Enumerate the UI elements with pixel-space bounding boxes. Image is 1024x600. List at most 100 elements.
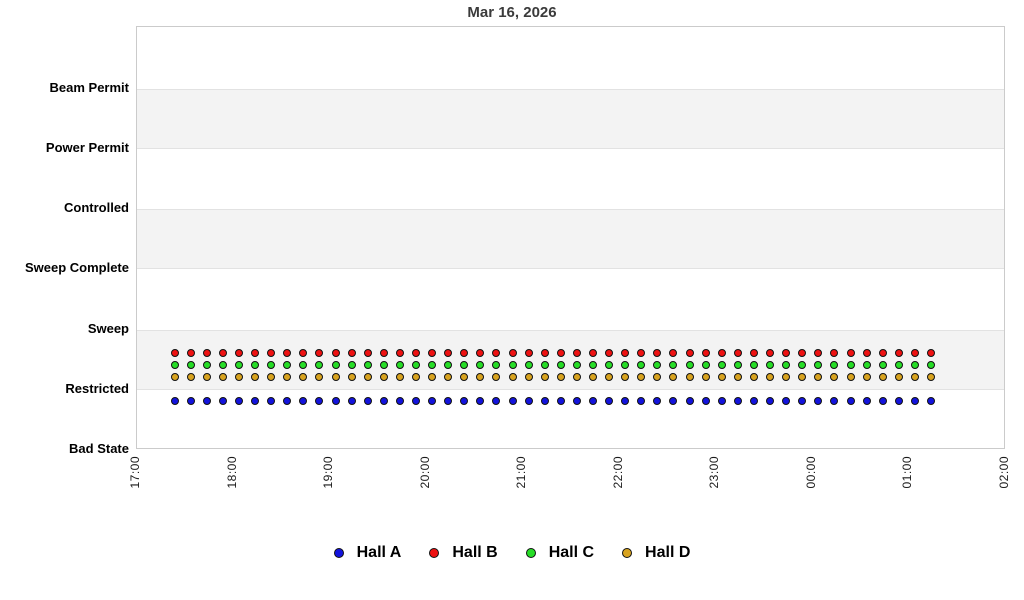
hall-d-data-point [733,372,742,381]
hall-b-data-point [251,348,260,357]
y-label-controlled: Controlled [64,200,129,216]
x-tick-02-00: 02:00 [997,456,1011,489]
hall-c-data-point [331,360,340,369]
hall-a-data-point [637,396,646,405]
hall-b-data-point [830,348,839,357]
hall-a-data-point [910,396,919,405]
hall-c-data-point [234,360,243,369]
hall-a-data-point [186,396,195,405]
legend-label-hall-d: Hall D [645,544,691,561]
legend: Hall A Hall B Hall C Hall D [0,544,1024,562]
hall-a-data-point [492,396,501,405]
hall-c-data-point [347,360,356,369]
hall-d-data-point [283,372,292,381]
hall-d-data-point [846,372,855,381]
hall-a-data-point [315,396,324,405]
hall-b-data-point [749,348,758,357]
shaded-band [137,329,1004,390]
x-tick-01-00: 01:00 [900,456,915,489]
hall-d-data-point [395,372,404,381]
shaded-band [137,209,1004,270]
hall-b-data-point [267,348,276,357]
hall-d-data-point [492,372,501,381]
hall-d-data-point [669,372,678,381]
hall-a-data-point [540,396,549,405]
hall-d-data-point [186,372,195,381]
hall-c-data-point [733,360,742,369]
hall-b-data-point [862,348,871,357]
hall-a-data-point [508,396,517,405]
hall-b-data-point [508,348,517,357]
hall-b-data-point [331,348,340,357]
hall-a-data-point [701,396,710,405]
hall-b-data-point [846,348,855,357]
hall-d-data-point [315,372,324,381]
hall-a-data-point [589,396,598,405]
hall-b-data-point [621,348,630,357]
chart-title: Mar 16, 2026 [467,4,557,21]
hall-a-data-point [685,396,694,405]
hall-b-data-point [926,348,935,357]
hall-c-marker-icon [525,548,536,558]
hall-a-data-point [476,396,485,405]
y-label-sweep-complete: Sweep Complete [24,260,129,276]
legend-item-hall-a: Hall A [333,544,401,562]
hall-b-data-point [556,348,565,357]
hall-d-data-point [637,372,646,381]
hall-d-data-point [926,372,935,381]
hall-b-data-point [299,348,308,357]
hall-b-data-point [733,348,742,357]
hall-b-data-point [460,348,469,357]
hall-a-data-point [605,396,614,405]
hall-a-data-point [299,396,308,405]
hall-c-data-point [363,360,372,369]
hall-a-data-point [572,396,581,405]
hall-d-data-point [830,372,839,381]
hall-d-data-point [540,372,549,381]
hall-d-data-point [218,372,227,381]
hall-a-data-point [428,396,437,405]
hall-b-data-point [605,348,614,357]
hall-b-data-point [202,348,211,357]
hall-d-data-point [363,372,372,381]
hall-a-data-point [830,396,839,405]
hall-b-data-point [234,348,243,357]
hall-a-data-point [894,396,903,405]
hall-d-data-point [910,372,919,381]
hall-d-data-point [556,372,565,381]
hall-c-data-point [556,360,565,369]
hall-b-data-point [186,348,195,357]
hall-b-data-point [653,348,662,357]
hall-a-data-point [862,396,871,405]
hall-b-marker-icon [429,548,440,558]
hall-b-data-point [347,348,356,357]
hall-b-data-point [637,348,646,357]
hall-b-data-point [379,348,388,357]
hall-c-data-point [717,360,726,369]
hall-a-data-point [556,396,565,405]
hall-a-data-point [444,396,453,405]
hall-d-data-point [299,372,308,381]
hall-b-data-point [717,348,726,357]
hall-b-data-point [540,348,549,357]
hall-a-data-point [878,396,887,405]
y-label-restricted: Restricted [65,380,129,396]
x-tick-23-00: 23:00 [707,456,722,489]
hall-d-data-point [766,372,775,381]
hall-a-data-point [347,396,356,405]
x-tick-20-00: 20:00 [417,456,432,489]
y-label-bad-state: Bad State [69,441,129,456]
hall-d-data-point [749,372,758,381]
hall-c-data-point [685,360,694,369]
hall-c-data-point [315,360,324,369]
hall-a-data-point [331,396,340,405]
hall-b-data-point [315,348,324,357]
hall-c-data-point [653,360,662,369]
hall-c-data-point [428,360,437,369]
hall-c-data-point [637,360,646,369]
hall-c-data-point [412,360,420,369]
hall-c-data-point [299,360,308,369]
x-tick-19-00: 19:00 [321,456,336,489]
hall-c-data-point [251,360,260,369]
hall-c-data-point [862,360,871,369]
